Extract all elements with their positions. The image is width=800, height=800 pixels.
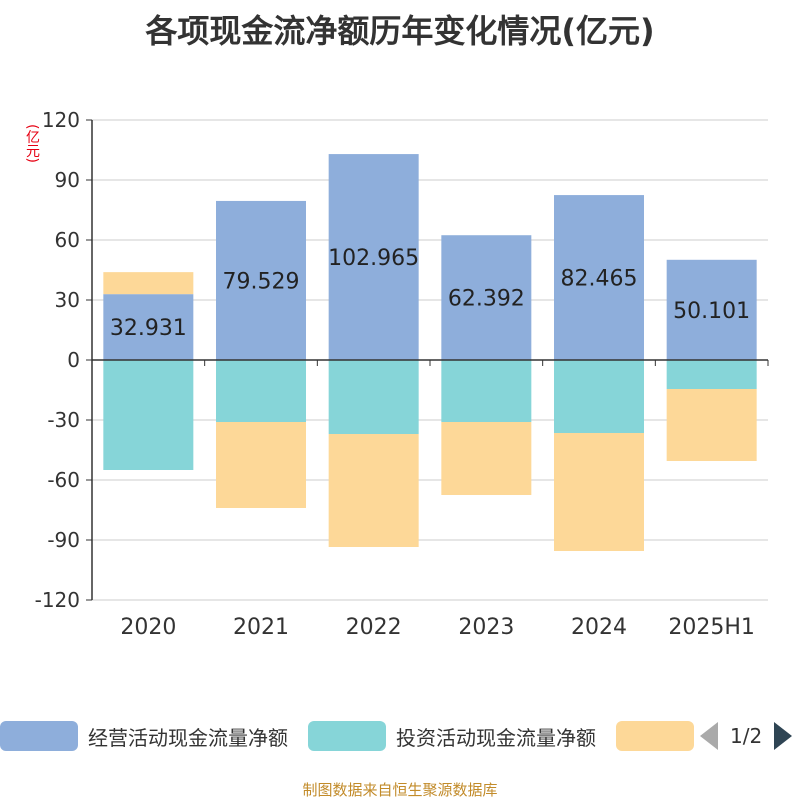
bar-series0-2024 [554, 195, 644, 360]
bar-series0-2023 [441, 235, 532, 360]
x-tick-label: 2020 [120, 615, 176, 640]
bar-series2-2021 [216, 422, 306, 508]
x-tick-label: 2023 [458, 615, 514, 640]
bar-series2-2020 [103, 272, 194, 295]
x-tick-label: 2022 [346, 615, 402, 640]
data-label: 102.965 [328, 246, 419, 271]
legend-item-investing[interactable]: 投资活动现金流量净额 [308, 721, 596, 751]
chart-title: 各项现金流净额历年变化情况(亿元) [145, 12, 655, 50]
bar-series1-2020 [103, 360, 194, 470]
y-tick-label: 90 [55, 168, 80, 192]
bar-series1-2024 [554, 360, 644, 433]
legend-prev-icon[interactable] [700, 722, 718, 750]
y-tick-label: 30 [55, 288, 80, 312]
bar-series0-2022 [328, 154, 419, 360]
legend-next-icon[interactable] [774, 722, 793, 750]
bar-series2-2025H1 [666, 389, 757, 461]
bar-series1-2021 [216, 360, 306, 422]
bar-series2-2022 [328, 434, 419, 547]
legend-label-operating: 经营活动现金流量净额 [88, 725, 288, 750]
bar-series1-2023 [441, 360, 532, 422]
bar-series0-2020 [103, 294, 194, 360]
bar-series2-2024 [554, 433, 644, 551]
data-label: 32.931 [110, 316, 187, 341]
y-tick-label: -60 [47, 468, 80, 492]
legend-item-operating[interactable]: 经营活动现金流量净额 [0, 721, 288, 751]
legend-item-financing[interactable] [616, 721, 704, 751]
y-tick-label: 0 [67, 348, 80, 372]
x-tick-label: 2025H1 [668, 615, 755, 640]
legend: 经营活动现金流量净额 投资活动现金流量净额 [0, 716, 724, 756]
data-source: 制图数据来自恒生聚源数据库 [302, 781, 498, 799]
data-label: 79.529 [223, 269, 300, 294]
bar-series0-2021 [216, 200, 306, 360]
bar-series1-2025H1 [666, 360, 757, 389]
legend-page-indicator: 1/2 [730, 724, 763, 748]
x-tick-label: 2024 [571, 615, 627, 640]
legend-swatch-operating [0, 721, 78, 751]
data-label: 82.465 [561, 267, 638, 292]
legend-swatch-investing [308, 721, 386, 751]
legend-swatch-financing [616, 721, 694, 751]
x-tick-label: 2021 [233, 615, 289, 640]
y-tick-label: -90 [47, 528, 80, 552]
data-label: 50.101 [673, 299, 750, 324]
bar-series1-2022 [328, 360, 419, 434]
legend-label-investing: 投资活动现金流量净额 [396, 725, 596, 750]
legend-pager: 1/2 [700, 716, 793, 756]
bar-series0-2025H1 [666, 259, 757, 360]
bar-series2-2023 [441, 422, 532, 495]
bar-chart: 120 90 60 30 0 -30 -60 -90 -120 32.931 79.529 102.9… [35, 108, 769, 640]
y-axis-unit: (亿元) [24, 124, 40, 163]
y-tick-label: 120 [42, 108, 80, 132]
y-tick-label: -30 [47, 408, 80, 432]
data-label: 62.392 [448, 287, 525, 312]
y-tick-label: 60 [55, 228, 80, 252]
y-tick-label: -120 [35, 588, 80, 612]
